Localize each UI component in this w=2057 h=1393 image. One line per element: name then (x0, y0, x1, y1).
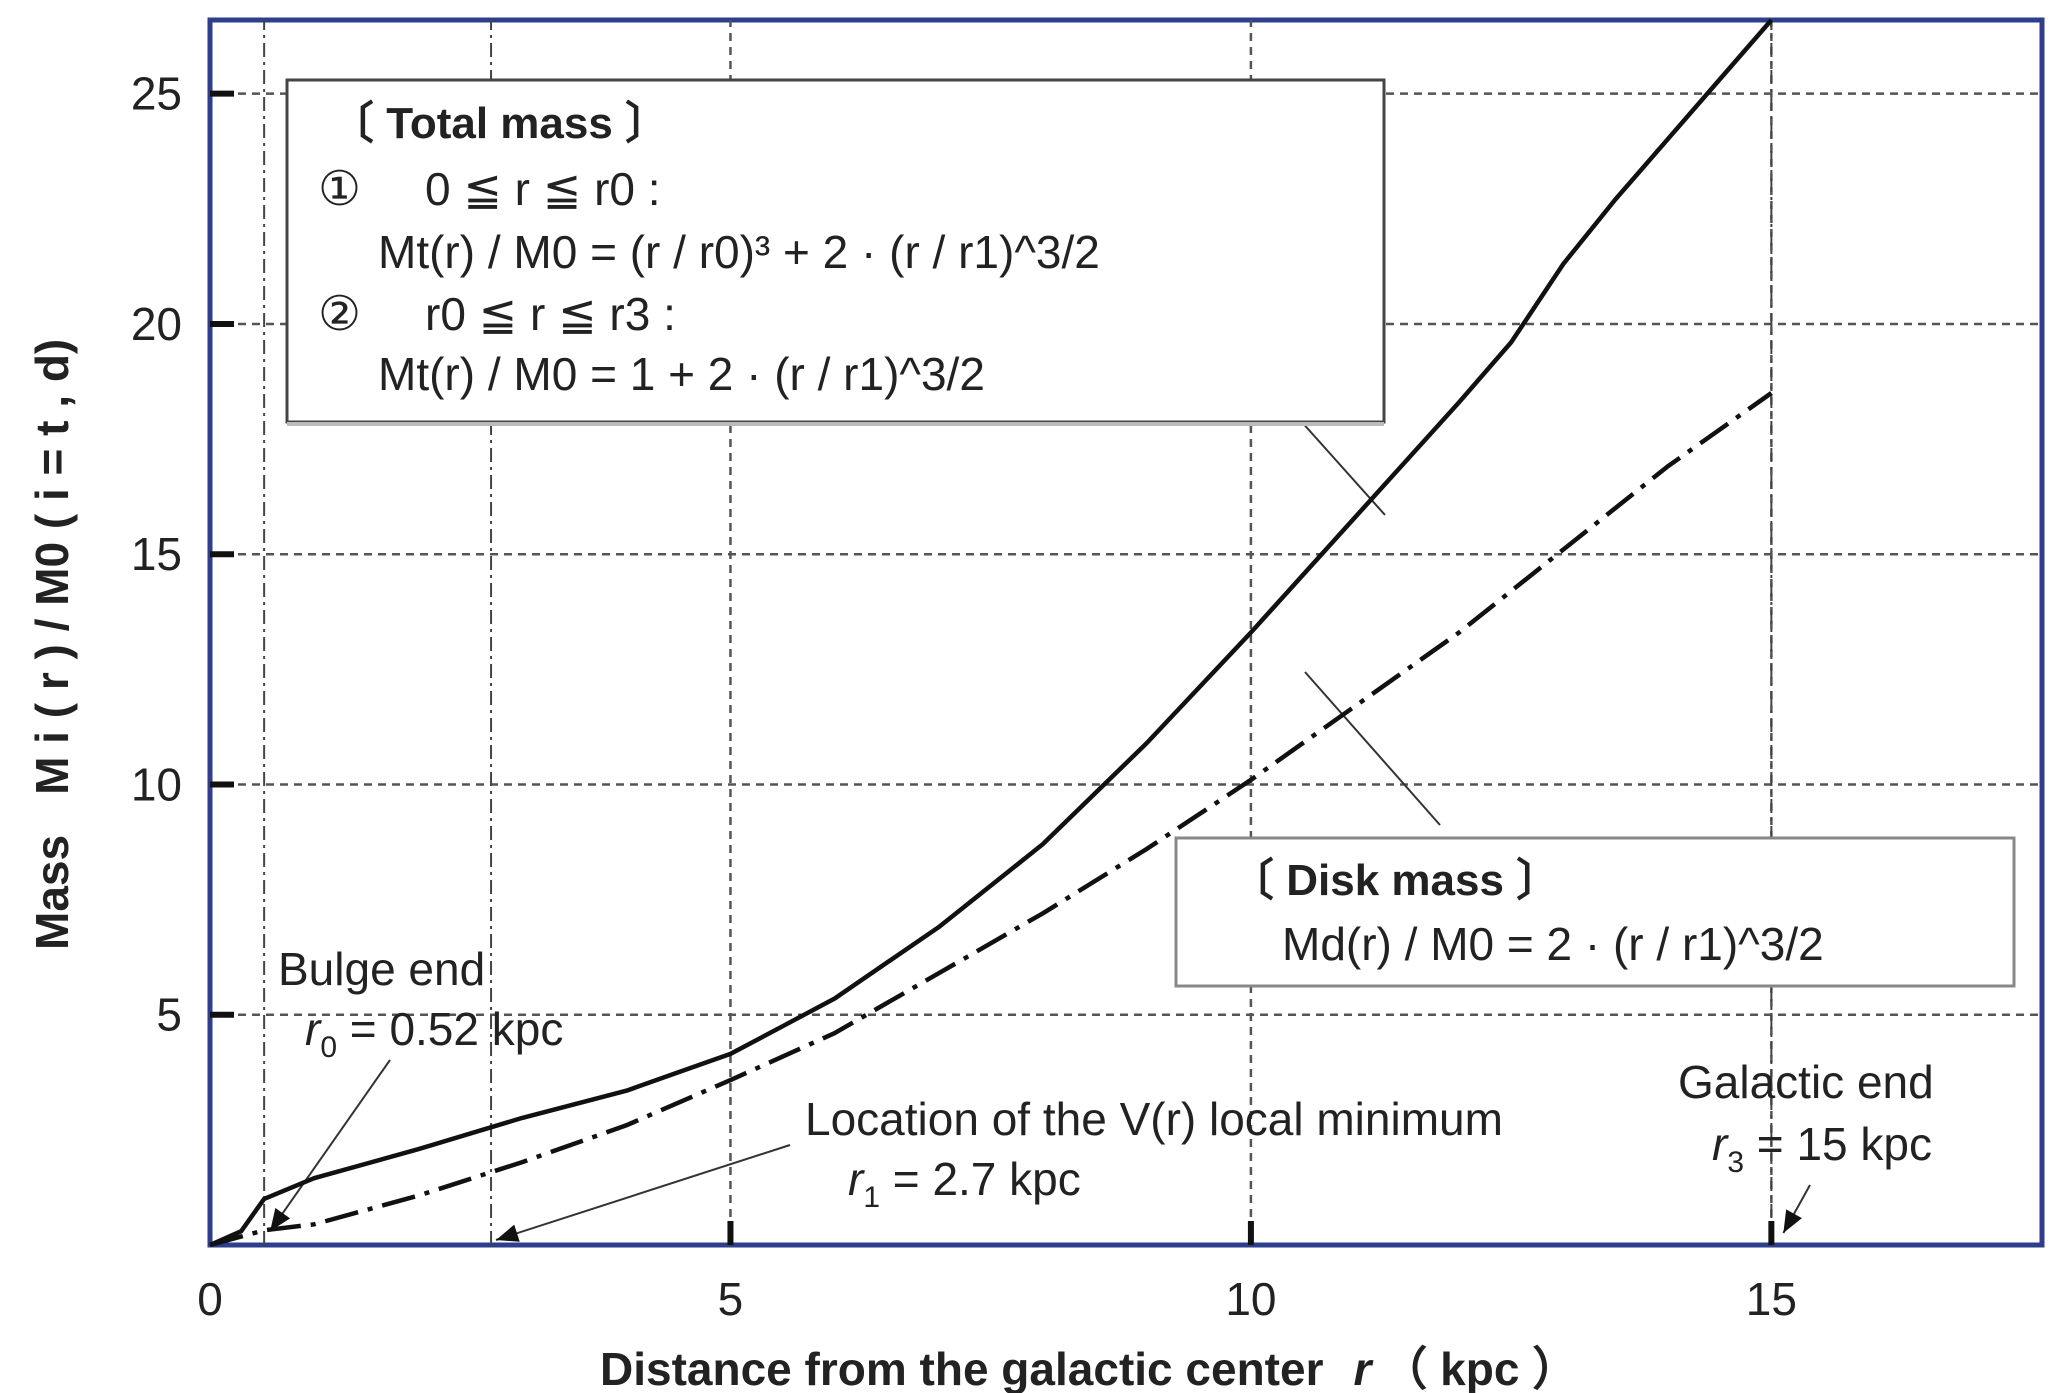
galactic-end-title: Galactic end (1678, 1056, 1934, 1108)
x-axis-var: r (1353, 1343, 1373, 1393)
total-mass-box: 〔 Total mass 〕 ① 0 ≦ r ≦ r0 : Mt(r) / M0… (285, 78, 1386, 426)
y-axis-expr: M i ( r ) / M0 ( i = t , d) (26, 339, 78, 795)
bulge-end-number: = 0.52 kpc (337, 1003, 563, 1055)
case1-formula: Mt(r) / M0 = (r / r0)³ + 2 · (r / r1)^3/… (378, 226, 1100, 278)
bulge-end-value: r0 = 0.52 kpc (305, 1003, 563, 1064)
galactic-end-annotation: Galactic end r3 = 15 kpc (1678, 1056, 1934, 1179)
y-tick-label: 5 (156, 989, 182, 1041)
local-minimum-value: r1 = 2.7 kpc (848, 1153, 1081, 1214)
y-tick-label: 20 (131, 298, 182, 350)
x-tick-label: 10 (1225, 1273, 1276, 1325)
local-minimum-number: = 2.7 kpc (880, 1153, 1081, 1205)
case2-formula: Mt(r) / M0 = 1 + 2 · (r / r1)^3/2 (378, 348, 985, 400)
bulge-end-annotation: Bulge end r0 = 0.52 kpc (278, 943, 563, 1064)
bulge-end-var: r (305, 1003, 322, 1055)
y-axis-title: Mass (26, 835, 78, 950)
galactic-end-sub: 3 (1727, 1146, 1744, 1179)
leader-lines (269, 419, 1811, 1242)
local-minimum-var: r (848, 1153, 865, 1205)
disk-mass-box: 〔 Disk mass 〕 Md(r) / M0 = 2 · (r / r1)^… (1174, 836, 2016, 988)
arrowhead (496, 1224, 520, 1242)
x-tick-label: 15 (1746, 1273, 1797, 1325)
disk-mass-line (209, 391, 1773, 1248)
case2-condition: r0 ≦ r ≦ r3 : (425, 288, 676, 340)
x-axis-label: Distance from the galactic center r （ kpc … (600, 1343, 1578, 1393)
total-mass-heading: 〔 Total mass 〕 (330, 99, 669, 148)
leader-line (495, 1144, 791, 1241)
x-axis-title: Distance from the galactic center (600, 1343, 1324, 1393)
y-tick-label: 15 (131, 528, 182, 580)
total-mass-line (209, 18, 1774, 1248)
galactic-end-var: r (1712, 1118, 1729, 1170)
galactic-end-number: = 15 kpc (1744, 1118, 1932, 1170)
arrowhead (270, 1208, 291, 1232)
local-minimum-annotation: Location of the V(r) local minimum r1 = … (805, 1093, 1503, 1214)
arrowhead (1783, 1209, 1802, 1233)
bulge-end-title: Bulge end (278, 943, 485, 995)
case2-marker: ② (318, 288, 361, 341)
case1-marker: ① (318, 163, 361, 216)
x-axis-unit: （ kpc ） (1381, 1343, 1578, 1393)
x-tick-label: 5 (718, 1273, 744, 1325)
y-tick-label: 25 (131, 68, 182, 120)
axis-ticks (210, 90, 1775, 1245)
bulge-end-sub: 0 (320, 1031, 337, 1064)
case1-condition: 0 ≦ r ≦ r0 : (425, 163, 661, 215)
local-minimum-title: Location of the V(r) local minimum (805, 1093, 1503, 1145)
leader-line (269, 1059, 391, 1232)
series-lines (209, 18, 1774, 1248)
disk-mass-heading: 〔 Disk mass 〕 (1230, 856, 1560, 905)
disk-mass-formula: Md(r) / M0 = 2 · (r / r1)^3/2 (1282, 918, 1824, 970)
galactic-end-value: r3 = 15 kpc (1712, 1118, 1932, 1179)
x-tick-label: 0 (197, 1273, 223, 1325)
leader-line (1304, 671, 1441, 826)
y-tick-label: 10 (131, 758, 182, 810)
y-axis-label: Mass M i ( r ) / M0 ( i = t , d) (26, 339, 78, 950)
local-minimum-sub: 1 (863, 1181, 880, 1214)
